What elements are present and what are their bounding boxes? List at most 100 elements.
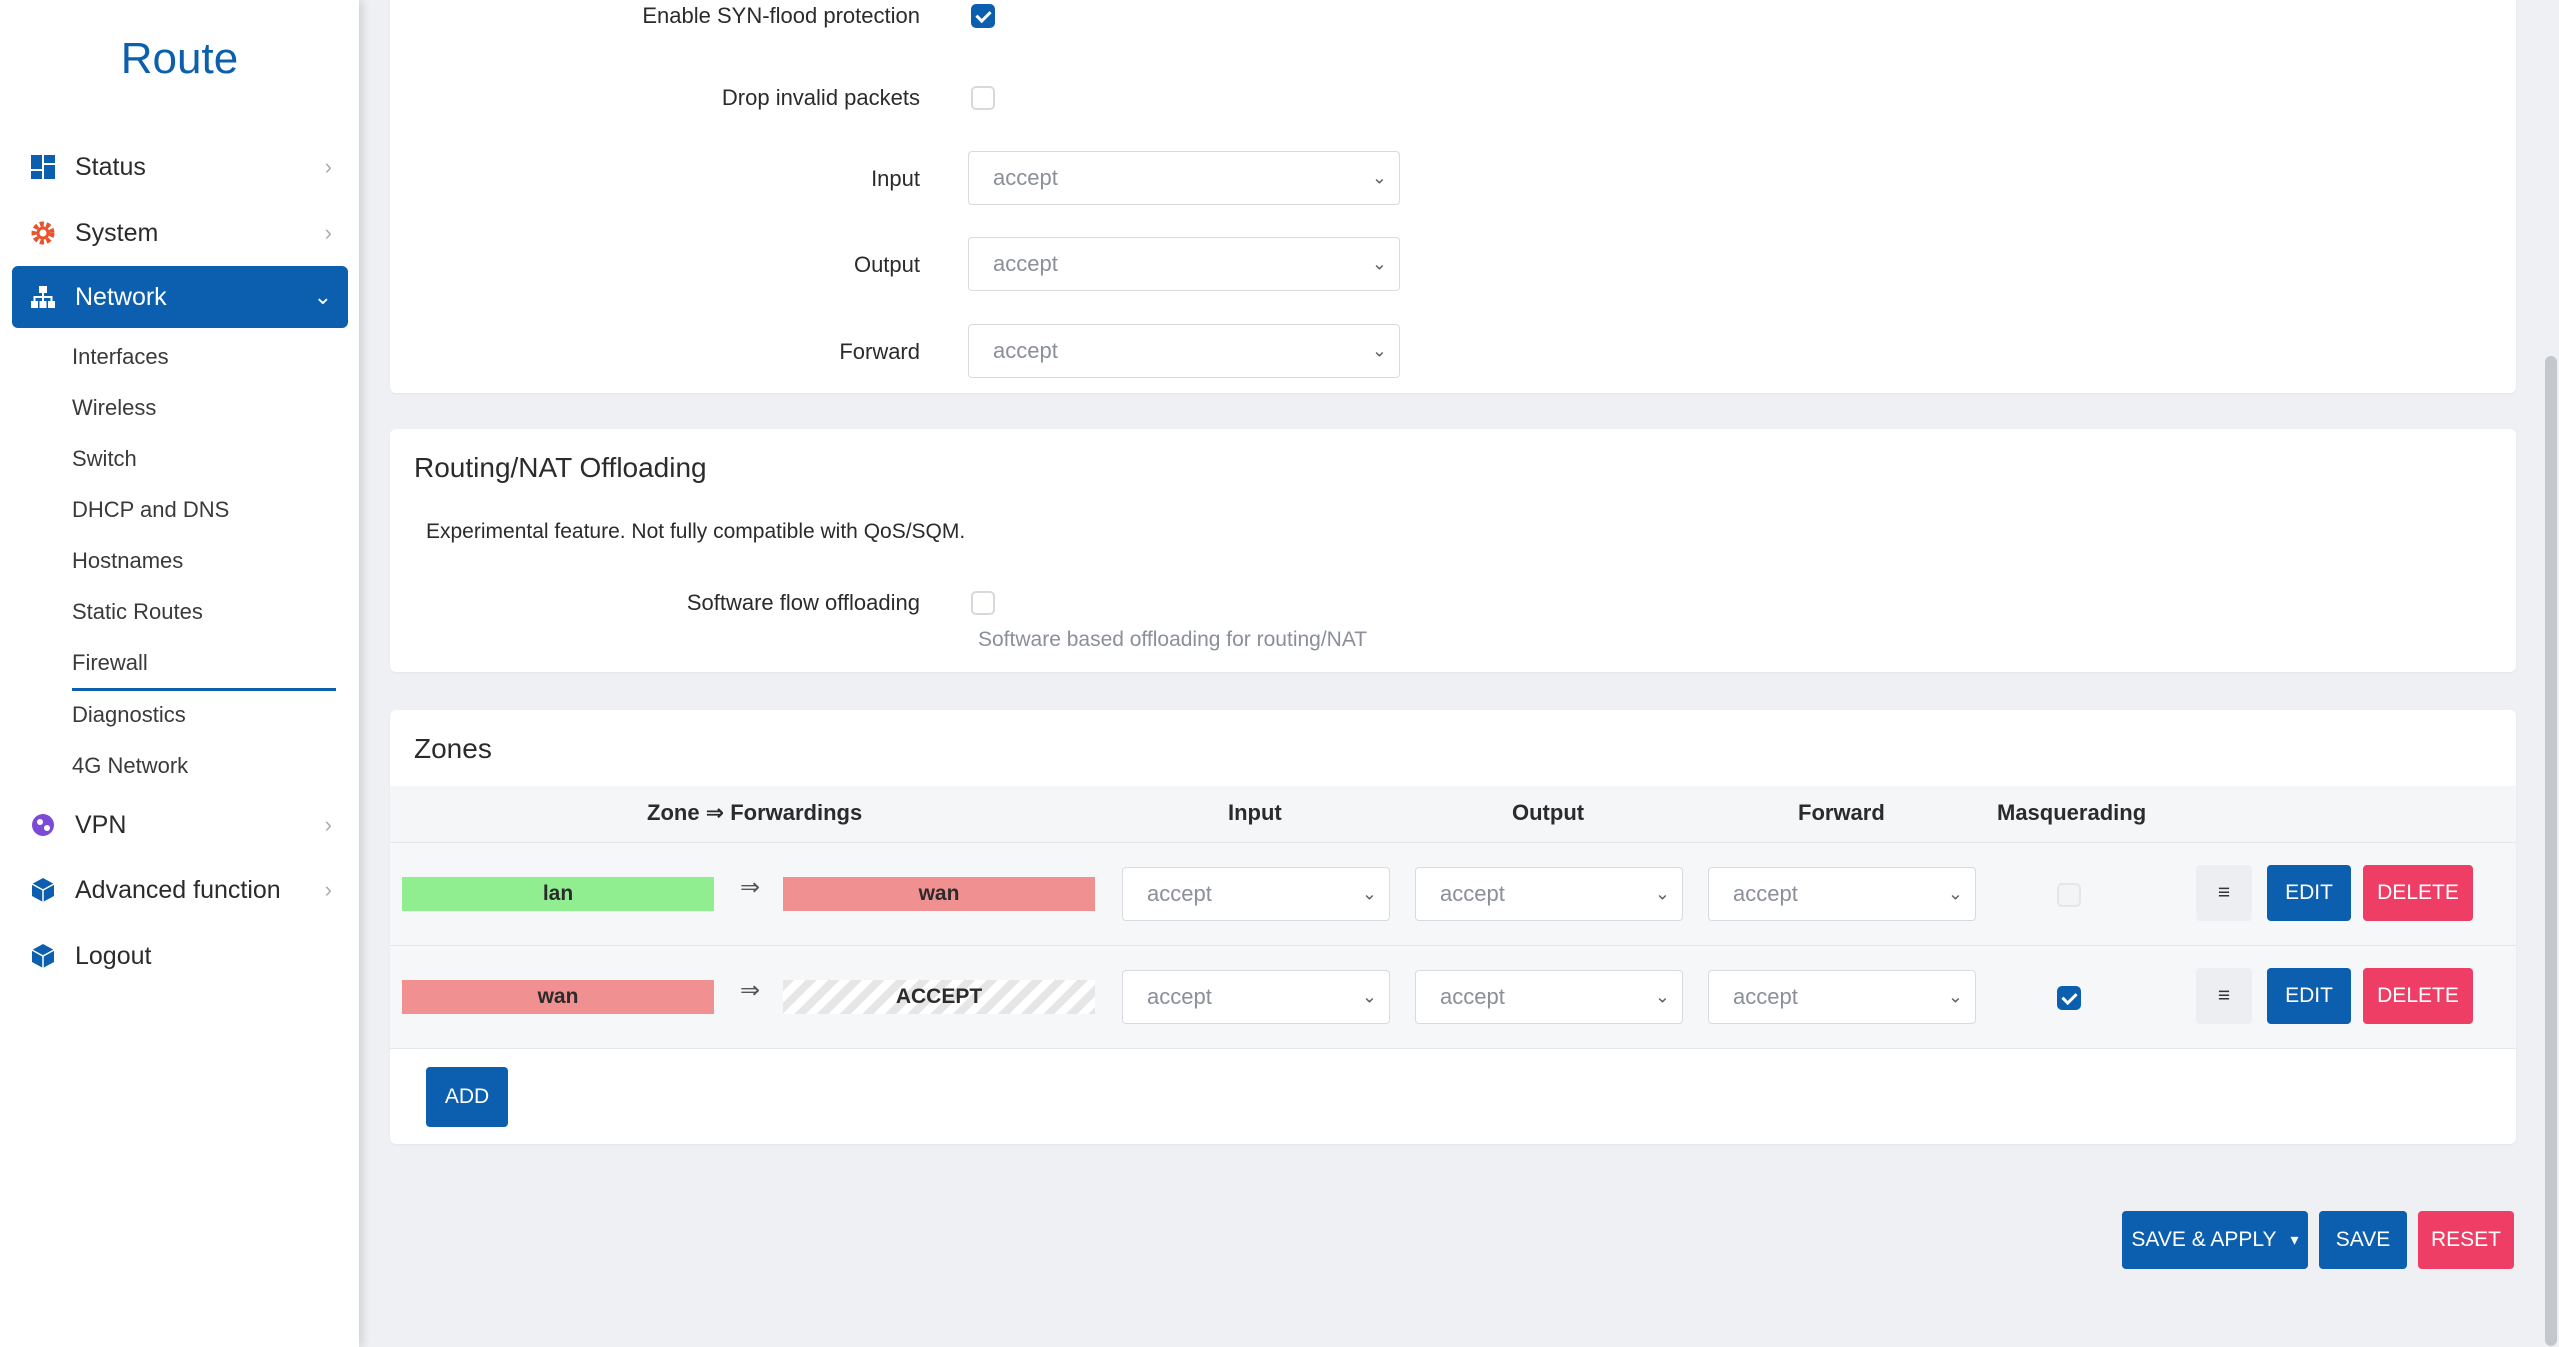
chevron-right-icon: › [324,812,332,837]
flow-offloading-label: Software flow offloading [686,590,920,615]
flow-offloading-checkbox[interactable] [971,591,995,615]
zones-title: Zones [414,733,492,764]
zone-output-value: accept [1440,881,1505,906]
zone-input-select[interactable]: accept ⌄ [1122,867,1390,921]
chevron-down-icon: ⌄ [1654,883,1670,904]
chevron-down-icon: ⌄ [1654,986,1670,1007]
save-apply-button[interactable]: SAVE & APPLY ▾ [2122,1211,2308,1269]
zones-table-header: Zone ⇒ Forwardings Input Output Forward … [390,786,2516,843]
forward-target-accept[interactable]: ACCEPT [783,980,1095,1014]
table-row: wan ⇒ ACCEPT accept ⌄ accept ⌄ accept ⌄ … [390,946,2516,1049]
zone-output-select[interactable]: accept ⌄ [1415,867,1683,921]
nav-sub-hostnames[interactable]: Hostnames [72,548,184,573]
zone-forward-value: accept [1733,881,1798,906]
th-output: Output [1512,800,1585,825]
reset-button[interactable]: RESET [2418,1211,2514,1269]
scrollbar[interactable] [2541,0,2559,1347]
offloading-card [390,429,2516,672]
vpn-icon [29,811,57,839]
syn-flood-label: Enable SYN-flood protection [642,3,920,28]
syn-flood-checkbox[interactable] [971,4,995,28]
zone-forward-value: accept [1733,984,1798,1009]
output-policy-select[interactable]: accept ⌄ [968,237,1400,291]
zone-badge-wan[interactable]: wan [402,980,714,1014]
save-button[interactable]: SAVE [2319,1211,2407,1269]
save-apply-label: SAVE & APPLY [2131,1228,2277,1251]
add-zone-button[interactable]: ADD [426,1067,508,1127]
drag-handle-icon[interactable]: ≡ [2196,968,2252,1024]
forward-policy-label: Forward [839,339,920,364]
edit-button[interactable]: EDIT [2267,968,2351,1024]
zone-output-select[interactable]: accept ⌄ [1415,970,1683,1024]
cube-icon [29,876,57,904]
cube-icon [29,942,57,970]
chevron-right-icon: › [324,220,332,245]
zone-input-value: accept [1147,881,1212,906]
edit-button[interactable]: EDIT [2267,865,2351,921]
offloading-note: Experimental feature. Not fully compatib… [426,520,966,543]
chevron-right-icon: › [324,154,332,179]
nav-status[interactable]: Status › [12,136,348,198]
zone-forward-select[interactable]: accept ⌄ [1708,970,1976,1024]
sidebar: Route Status › System › Network ⌄ Interf… [0,0,359,1347]
nav-advanced-label: Advanced function [75,875,281,904]
th-input: Input [1228,800,1282,825]
nav-network-label: Network [75,282,167,311]
nav-sub-diagnostics[interactable]: Diagnostics [72,702,186,727]
nav-vpn[interactable]: VPN › [12,794,348,856]
nav-sub-4g-network[interactable]: 4G Network [72,753,189,778]
nav-system-label: System [75,218,159,247]
th-forward: Forward [1798,800,1885,825]
forward-target-wan[interactable]: wan [783,877,1095,911]
nav-network[interactable]: Network ⌄ [12,266,348,328]
drop-invalid-checkbox[interactable] [971,86,995,110]
chevron-down-icon: ⌄ [1371,253,1387,274]
zone-output-value: accept [1440,984,1505,1009]
output-policy-value: accept [993,251,1058,276]
masquerading-checkbox[interactable] [2057,883,2081,907]
scrollbar-thumb[interactable] [2545,356,2557,1346]
nav-sub-switch[interactable]: Switch [72,446,137,471]
nav-system[interactable]: System › [12,202,348,264]
chevron-down-icon: ⌄ [1371,340,1387,361]
forward-policy-value: accept [993,338,1058,363]
drop-invalid-label: Drop invalid packets [721,85,920,110]
output-policy-label: Output [853,252,920,277]
nav-sub-dhcp-dns[interactable]: DHCP and DNS [72,497,230,522]
nav-advanced-function[interactable]: Advanced function › [12,859,348,921]
zone-badge-lan[interactable]: lan [402,877,714,911]
zone-forward-select[interactable]: accept ⌄ [1708,867,1976,921]
chevron-right-icon: › [324,877,332,902]
delete-button[interactable]: DELETE [2363,968,2473,1024]
chevron-down-icon: ⌄ [1361,986,1377,1007]
nav-sub-firewall[interactable]: Firewall [72,650,336,691]
chevron-down-icon: ⌄ [1371,167,1387,188]
chevron-down-icon: ⌄ [313,284,332,309]
forward-policy-select[interactable]: accept ⌄ [968,324,1400,378]
forward-arrow-icon: ⇒ [740,874,761,901]
nav-sub-wireless[interactable]: Wireless [72,395,157,420]
th-zone-forwardings: Zone ⇒ Forwardings [647,800,863,825]
nav-sub-static-routes[interactable]: Static Routes [72,599,203,624]
dashboard-icon [29,153,57,181]
caret-down-icon[interactable]: ▾ [2290,1232,2299,1249]
nav-logout[interactable]: Logout [12,925,348,987]
chevron-down-icon: ⌄ [1947,883,1963,904]
chevron-down-icon: ⌄ [1947,986,1963,1007]
input-policy-label: Input [871,166,920,191]
nav-status-label: Status [75,152,146,181]
zone-input-select[interactable]: accept ⌄ [1122,970,1390,1024]
input-policy-select[interactable]: accept ⌄ [968,151,1400,205]
table-row: lan ⇒ wan accept ⌄ accept ⌄ accept ⌄ ≡ E… [390,843,2516,946]
nav-vpn-label: VPN [75,810,127,839]
nav-logout-label: Logout [75,941,152,970]
flow-offloading-hint: Software based offloading for routing/NA… [978,628,1368,651]
zone-input-value: accept [1147,984,1212,1009]
delete-button[interactable]: DELETE [2363,865,2473,921]
drag-handle-icon[interactable]: ≡ [2196,865,2252,921]
nav-sub-interfaces[interactable]: Interfaces [72,344,169,369]
gear-icon [29,219,57,247]
brand-title: Route [120,34,239,83]
chevron-down-icon: ⌄ [1361,883,1377,904]
masquerading-checkbox[interactable] [2057,986,2081,1010]
